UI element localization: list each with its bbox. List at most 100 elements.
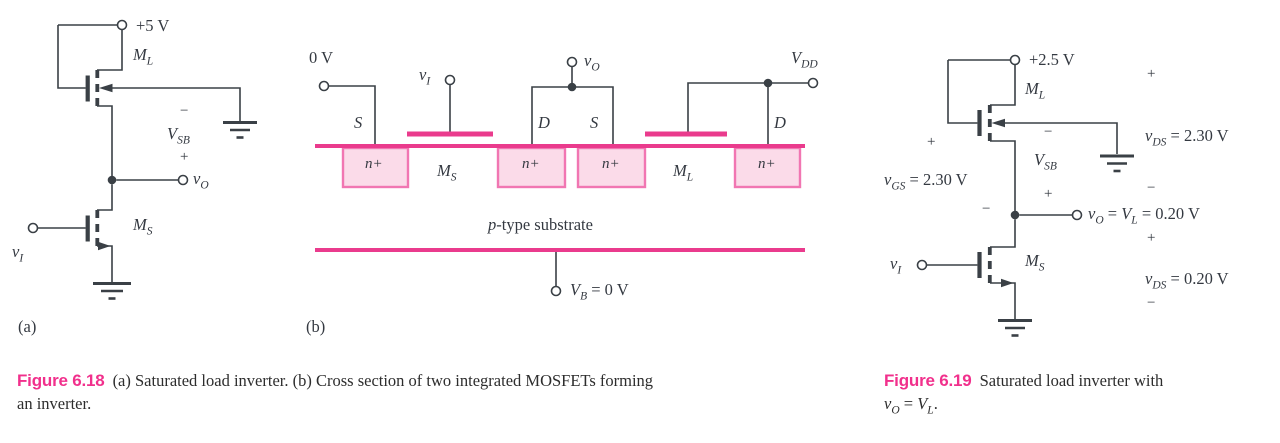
vb-terminal: [550, 285, 562, 297]
var-base: D: [538, 113, 550, 132]
var-base: v: [12, 242, 20, 261]
label-vo-a: vO: [193, 169, 209, 191]
label-tag-b: (b): [306, 317, 326, 336]
label-vds-load-plus: +: [1147, 66, 1156, 82]
label-vi-a: vI: [12, 242, 23, 264]
label-ml-a: ML: [133, 45, 153, 67]
figure-619-label: Figure 6.19: [884, 371, 972, 390]
var-base: M: [133, 45, 147, 64]
caption-619: Figure 6.19 Saturated load inverter with …: [884, 369, 1274, 416]
substrate-line: [315, 248, 805, 252]
ml-body-arrow-icon: [99, 83, 113, 93]
var-base: V: [167, 124, 178, 143]
caption-618-text1: (a) Saturated load inverter. (b) Cross s…: [112, 371, 654, 390]
label-rest: = 0.20 V: [1166, 269, 1229, 288]
var-sub2: L: [1131, 214, 1138, 227]
label-rest: = 2.30 V: [1166, 126, 1229, 145]
ml-drain-wire: [97, 29, 123, 71]
label-ms-b: MS: [437, 161, 457, 183]
var-sub: O: [200, 179, 209, 192]
label-vds-load-minus: −: [1147, 180, 1156, 196]
body-ground-icon-619: [1100, 154, 1134, 173]
label-vsb-plus-a: +: [180, 149, 189, 165]
label-vo-b: vO: [584, 52, 600, 73]
source-contact-wire: [328, 85, 376, 144]
ms-drain-wire-619: [990, 219, 1016, 248]
label-vds-load: vDS = 2.30 V: [1145, 126, 1229, 148]
nplus-region-2: [496, 146, 567, 189]
circuit-a: [27, 19, 257, 300]
nplus-region-3: [576, 146, 647, 189]
vi-terminal-619: [916, 259, 928, 271]
ms-gate-electrode: [407, 131, 493, 137]
label-supply-619: +2.5 V: [1029, 50, 1075, 69]
label-drain-ml: D: [774, 114, 786, 131]
supply-terminal-619: [1009, 54, 1021, 66]
var-sub: I: [426, 75, 431, 88]
ms-source-arrow-icon: [98, 241, 111, 251]
var-base: v: [1145, 126, 1153, 145]
ml-body-arrow-icon-619: [991, 118, 1005, 128]
var-base: v: [884, 170, 892, 189]
var-sub: S: [1038, 261, 1045, 274]
gate-feedback-wire: [57, 25, 86, 89]
label-source-ml: S: [590, 114, 598, 131]
label-supply-a: +5 V: [136, 16, 170, 35]
output-node-dot: [107, 175, 117, 185]
wafer-surface-line: [315, 144, 805, 148]
label-vsb-a: VSB: [167, 124, 190, 146]
var-base: M: [133, 215, 147, 234]
cross-section: [315, 56, 819, 297]
var-sub: L: [686, 171, 694, 184]
var-sub: S: [450, 171, 457, 184]
var-sub: DS: [1152, 136, 1167, 149]
var-base: M: [437, 161, 451, 180]
ms-drain-wire: [97, 184, 113, 211]
label-vo-eq: vO = VL = 0.20 V: [1088, 204, 1200, 226]
label-vgs-plus: +: [927, 134, 936, 150]
var-base: v: [193, 169, 201, 188]
ml-body-wire: [112, 87, 241, 121]
caption-618-line1: Figure 6.18 (a) Saturated load inverter. …: [17, 369, 829, 392]
label-vdd: VDD: [791, 48, 818, 70]
label-substrate: p-type substrate: [488, 216, 593, 233]
label-rest: .: [933, 394, 938, 413]
var-sub: GS: [891, 180, 906, 193]
label-rest: = 0 V: [587, 280, 629, 299]
ms-gate-bar: [85, 215, 90, 242]
vdd-gate-wire: [687, 82, 809, 132]
var-sub: I: [897, 264, 902, 277]
var-sub: O: [1095, 214, 1104, 227]
var-base: n+: [758, 156, 776, 172]
label-vds-switch-minus: −: [1147, 295, 1156, 311]
vo-terminal-b: [566, 56, 578, 68]
var-base: V: [791, 48, 802, 67]
var-base: S: [354, 113, 363, 132]
var-base: v: [890, 254, 898, 273]
var-sub: DS: [1152, 279, 1167, 292]
drain-source-strap-wire: [531, 86, 614, 144]
caption-619-line1: Figure 6.19 Saturated load inverter with: [884, 369, 1274, 392]
var-base: V: [570, 280, 581, 299]
vo-terminal: [177, 174, 189, 186]
caption-618-text2: an inverter.: [17, 394, 92, 413]
nplus-region-1: [341, 146, 410, 189]
source-ground-icon-619: [998, 319, 1032, 337]
nplus-region-4: [733, 146, 802, 189]
ml-drain-wire-619: [990, 64, 1016, 106]
circuit-619: [916, 54, 1134, 337]
label-ml-619: ML: [1025, 80, 1045, 101]
caption-619-text1: Saturated load inverter with: [979, 371, 1164, 390]
output-node-dot-619: [1010, 210, 1020, 220]
label-vgs: vGS = 2.30 V: [884, 170, 968, 192]
label-mid: =: [1103, 204, 1122, 223]
var-base: n+: [602, 156, 620, 172]
ml-body-wire-619: [1004, 122, 1118, 154]
ms-source-wire-619: [990, 282, 1016, 319]
var-base: n+: [522, 156, 540, 172]
label-ms-a: MS: [133, 215, 153, 237]
label-vi-b: vI: [419, 66, 430, 87]
label-vi-619: vI: [890, 254, 901, 276]
